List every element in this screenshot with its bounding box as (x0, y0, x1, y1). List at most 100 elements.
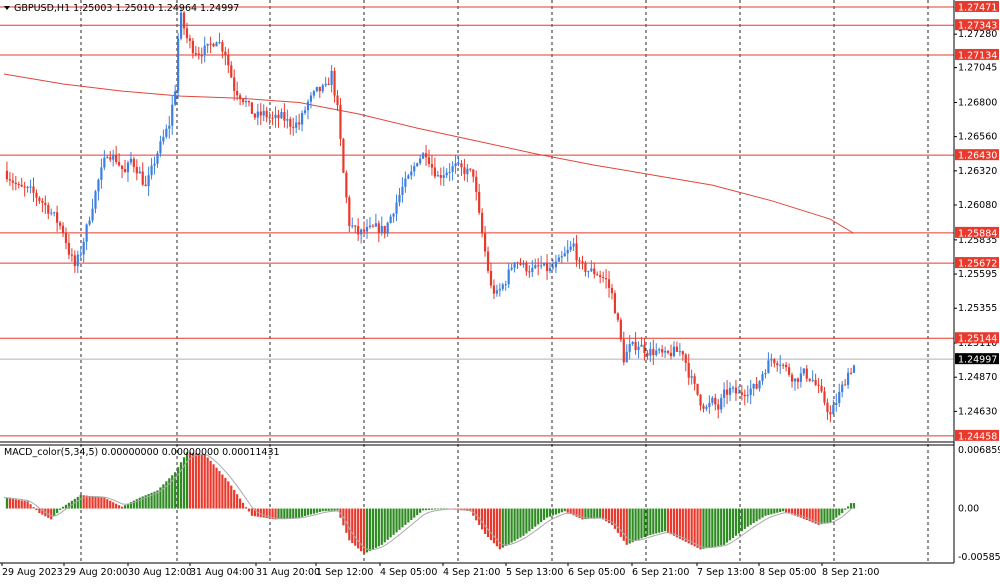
macd-bar (838, 508, 841, 516)
candle-body (501, 284, 504, 289)
macd-bar (333, 508, 336, 511)
macd-bar (368, 508, 372, 551)
macd-bar (584, 508, 587, 520)
macd-bar (271, 508, 274, 519)
macd-bar (720, 508, 723, 546)
candle-body (699, 394, 702, 406)
candle-body (430, 163, 434, 168)
macd-bar (345, 508, 348, 533)
candle-body (194, 53, 197, 55)
candle-body (746, 394, 749, 397)
macd-bar (666, 508, 670, 533)
macd-bar (516, 508, 519, 540)
macd-bar (268, 508, 271, 519)
candle-body (607, 279, 611, 288)
macd-bar (658, 508, 661, 533)
candle-body (557, 257, 560, 262)
candle-body (404, 178, 407, 187)
candle-body (572, 243, 575, 247)
macd-bar (622, 508, 625, 541)
macd-bar (362, 508, 366, 554)
macd-bar (32, 507, 35, 509)
candle-body (386, 222, 389, 234)
macd-bar (699, 508, 702, 550)
level-tag-bg (955, 19, 999, 31)
candle-body (277, 114, 280, 119)
candle-body (427, 157, 431, 164)
candle-body (469, 168, 472, 170)
candle-body (664, 351, 667, 353)
candle-body (421, 153, 425, 159)
macd-bar (637, 508, 640, 540)
candle-body (838, 391, 841, 403)
macd-bar (274, 508, 277, 520)
macd-bar (94, 496, 97, 509)
candle-body (365, 226, 369, 232)
macd-bar (596, 508, 599, 518)
macd-bar (543, 508, 546, 520)
candle-body (398, 194, 401, 203)
candle-body (696, 383, 699, 395)
chart-header: GBPUSD,H1 1.25003 1.25010 1.24964 1.2499… (4, 3, 239, 14)
macd-bar (767, 508, 770, 516)
macd-bar (602, 508, 605, 520)
macd-bar (250, 508, 254, 516)
macd-bar (174, 472, 177, 509)
candle-body (250, 102, 254, 114)
macd-bar (814, 508, 817, 524)
candle-body (383, 225, 386, 234)
candle-body (708, 402, 711, 408)
macd-bar (424, 508, 428, 511)
macd-bar (610, 508, 614, 525)
macd-bar (404, 508, 407, 525)
macd-bar (407, 508, 410, 523)
candle-body (395, 202, 398, 214)
macd-bar (672, 508, 676, 536)
macd-bar (188, 452, 192, 509)
macd-bar (224, 477, 227, 509)
candle-body (835, 402, 838, 406)
candle-body (569, 246, 572, 250)
candle-body (265, 110, 268, 118)
candle-body (141, 171, 144, 185)
macd-bar (374, 508, 377, 548)
macd-bar (88, 495, 91, 509)
candle-body (643, 344, 646, 354)
candle-body (693, 376, 696, 384)
macd-bar (85, 495, 88, 509)
macd-bar (481, 508, 484, 530)
current-price-tag-bg (955, 353, 999, 365)
candle-body (401, 186, 404, 195)
macd-bar (100, 497, 103, 509)
macd-bar (752, 508, 755, 524)
candle-body (274, 114, 277, 118)
candle-body (268, 117, 271, 119)
macd-bar (557, 508, 560, 514)
candle-body (239, 95, 242, 100)
candle-body (88, 220, 91, 225)
macd-bar (525, 508, 528, 534)
macd-bar (519, 508, 522, 538)
macd-bar (56, 508, 59, 514)
macd-bar (421, 508, 425, 511)
candle-body (817, 384, 820, 386)
candle-body (687, 362, 690, 378)
candle-body (336, 95, 339, 106)
candle-body (466, 168, 469, 175)
candle-body (345, 172, 348, 198)
candle-body (280, 111, 283, 119)
candle-body (413, 166, 416, 172)
chevron-down-icon[interactable] (4, 6, 10, 10)
candle-body (761, 374, 764, 381)
macd-bar (244, 507, 248, 509)
candle-body (640, 344, 643, 347)
candle-body (566, 249, 569, 254)
candle-body (221, 42, 224, 52)
candle-body (295, 122, 298, 128)
candle-body (120, 165, 124, 170)
candle-body (655, 350, 658, 356)
candle-body (666, 351, 670, 353)
macd-bar (194, 453, 197, 509)
macd-bar (628, 508, 631, 544)
